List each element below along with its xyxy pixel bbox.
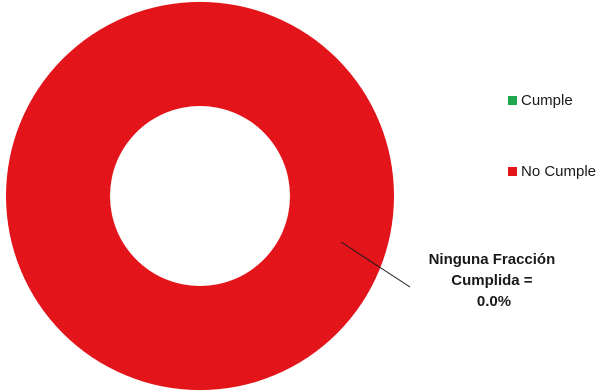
annotation-line-1: Ninguna Fracción	[429, 251, 556, 268]
legend-swatch-cumple	[508, 96, 517, 105]
annotation-line-2: Cumplida =	[451, 272, 533, 289]
legend-label-no-cumple: No Cumple	[521, 163, 596, 180]
annotation-line-3: 0.0%	[477, 293, 511, 310]
legend-item-no-cumple: No Cumple	[508, 163, 596, 180]
annotation-label: Ninguna Fracción Cumplida = 0.0%	[429, 251, 560, 310]
legend-item-cumple: Cumple	[508, 92, 573, 109]
slice-no-cumple	[5, 1, 395, 391]
legend-swatch-no-cumple	[508, 167, 517, 176]
legend: Cumple No Cumple	[508, 92, 596, 180]
legend-label-cumple: Cumple	[521, 92, 573, 109]
annotation-leader-line	[340, 241, 411, 288]
